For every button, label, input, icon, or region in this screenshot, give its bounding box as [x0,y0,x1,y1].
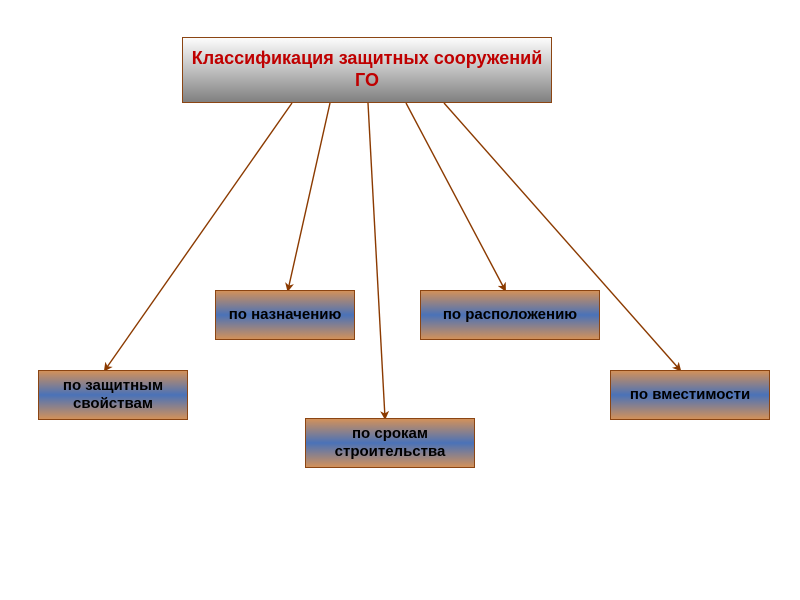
root-node: Классификация защитных сооружений ГО [182,37,552,103]
child-node-n5-label: по вместимости [630,386,750,404]
child-node-n4: по расположению [420,290,600,340]
child-node-n2-label: по назначению [229,306,342,324]
child-node-n1: по защитным свойствам [38,370,188,420]
child-node-n3: по срокам строительства [305,418,475,468]
root-node-label: Классификация защитных сооружений ГО [183,48,551,91]
child-node-n3-label: по срокам строительства [306,425,474,461]
edge-root-n3 [368,103,385,418]
child-node-n1-label: по защитным свойствам [39,377,187,413]
edge-root-n2 [288,103,330,290]
edge-root-n4 [406,103,505,290]
child-node-n2: по назначению [215,290,355,340]
child-node-n4-label: по расположению [443,306,577,324]
child-node-n5: по вместимости [610,370,770,420]
